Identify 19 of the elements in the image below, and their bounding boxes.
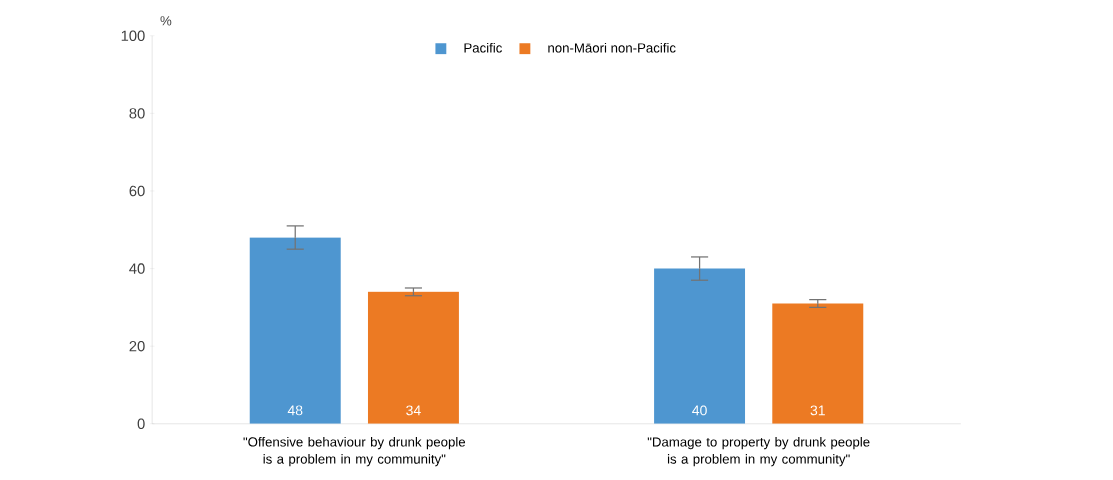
y-tick-label: 20 <box>129 341 145 352</box>
y-axis-title: % <box>160 16 172 26</box>
data-label: 34 <box>406 405 421 416</box>
x-tick-label: "Damage to property by drunk people is a problem in my community" <box>647 437 870 467</box>
y-tick-label: 100 <box>121 30 145 42</box>
bar <box>249 237 341 424</box>
bar <box>654 268 746 424</box>
legend-label: non-Māori non-Pacific <box>548 43 676 53</box>
y-tick-label: 80 <box>129 108 145 119</box>
data-label: 31 <box>810 405 825 416</box>
y-tick-label: 60 <box>129 185 145 197</box>
bar <box>772 303 864 424</box>
data-label: 40 <box>692 405 707 416</box>
data-label: 48 <box>287 405 303 416</box>
x-tick-label: "Offensive behaviour by drunk people is a problem in my community" <box>243 437 466 467</box>
y-tick-label: 0 <box>137 418 145 430</box>
y-tick-label: 40 <box>129 263 145 274</box>
legend-label: Pacific <box>464 43 502 53</box>
bar <box>367 291 459 424</box>
